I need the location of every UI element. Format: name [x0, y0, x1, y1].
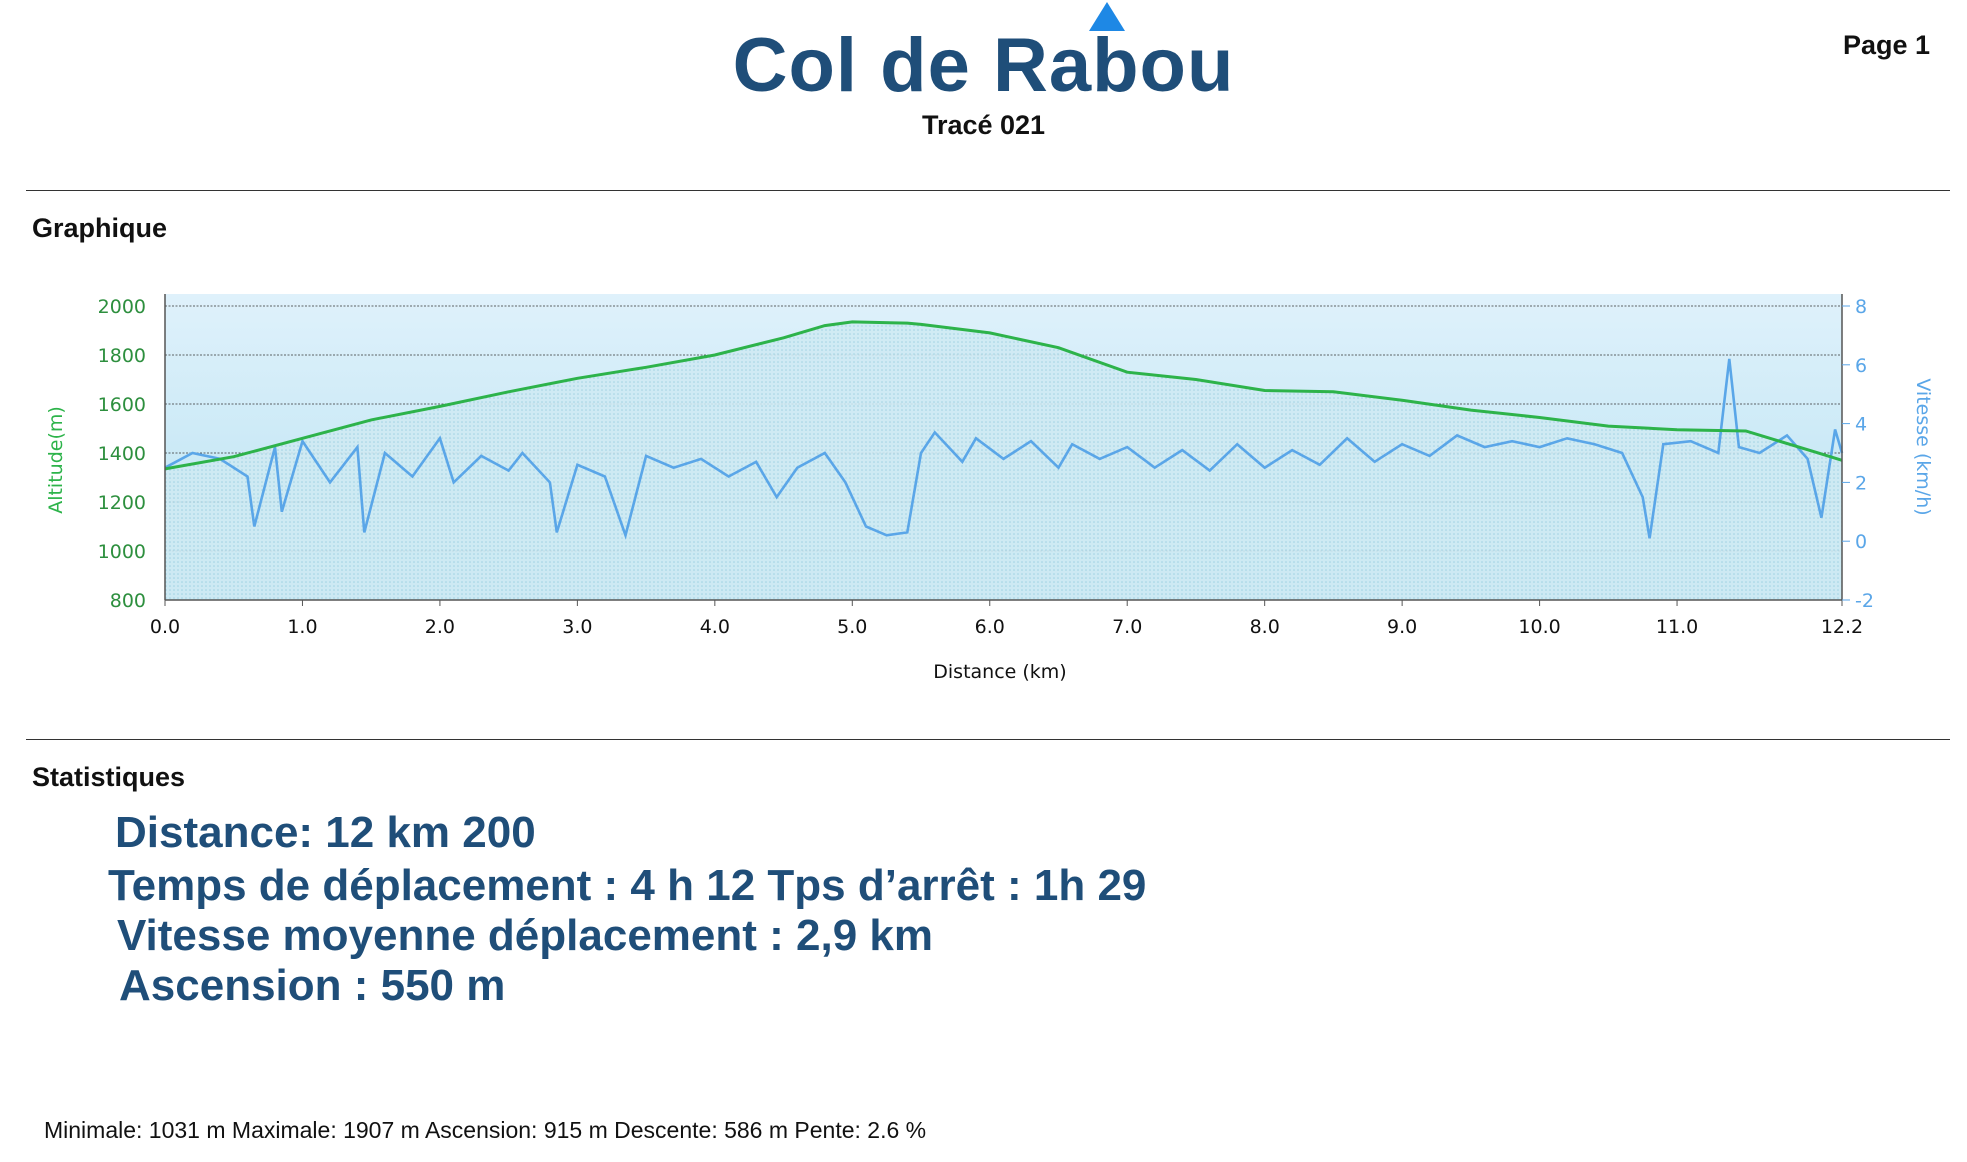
x-tick-label: 5.0 — [837, 616, 867, 638]
page-title: Col de Rabou — [732, 23, 1235, 108]
x-tick-label: 12.2 — [1821, 616, 1863, 638]
divider — [26, 739, 1950, 740]
divider — [26, 190, 1950, 191]
y-right-tick-label: 8 — [1855, 296, 1867, 318]
x-tick-label: 0.0 — [150, 616, 180, 638]
blue-triangle-icon — [1089, 2, 1125, 31]
stat-distance: Distance: 12 km 200 — [115, 808, 536, 857]
y-left-tick-label: 1800 — [98, 345, 146, 367]
x-tick-label: 10.0 — [1518, 616, 1560, 638]
stat-ascension: Ascension : 550 m — [119, 961, 506, 1010]
y-right-tick-label: 2 — [1855, 472, 1867, 494]
y-right-tick-label: 4 — [1855, 414, 1867, 436]
y-right-tick-label: 0 — [1855, 531, 1867, 553]
y-axis-right-label: Vitesse (km/h) — [1912, 378, 1934, 515]
y-left-tick-label: 1200 — [98, 492, 146, 514]
y-left-tick-label: 1000 — [98, 541, 146, 563]
x-tick-label: 2.0 — [425, 616, 455, 638]
y-left-tick-label: 800 — [110, 590, 146, 612]
summary-footer: Minimale: 1031 m Maximale: 1907 m Ascens… — [44, 1117, 927, 1143]
speed-series-line — [164, 358, 1844, 540]
stat-temps: Temps de déplacement : 4 h 12 Tps d’arrê… — [108, 861, 1147, 910]
elevation-speed-chart: 0.0 1.0 2.0 3.0 4.0 5.0 6.0 7.0 8.0 9.0 10.0 11.0 12… — [45, 294, 1934, 683]
x-tick-label: 7.0 — [1112, 616, 1142, 638]
x-tick-label: 4.0 — [700, 616, 730, 638]
section-graph-heading: Graphique — [32, 213, 168, 243]
stat-vitesse: Vitesse moyenne déplacement : 2,9 km — [117, 911, 933, 960]
section-stats-heading: Statistiques — [32, 762, 186, 792]
page-number: Page 1 — [1843, 30, 1931, 60]
x-tick-label: 3.0 — [562, 616, 592, 638]
x-tick-label: 9.0 — [1387, 616, 1417, 638]
page-subtitle: Tracé 021 — [921, 110, 1046, 140]
x-tick-label: 11.0 — [1656, 616, 1698, 638]
altitude-series-line — [164, 320, 1843, 471]
x-tick-label: 8.0 — [1250, 616, 1280, 638]
y-axis-left-label: Altitude(m) — [45, 406, 67, 514]
x-axis-label: Distance (km) — [933, 661, 1066, 683]
x-tick-label: 1.0 — [287, 616, 317, 638]
y-left-tick-label: 2000 — [98, 296, 146, 318]
y-right-tick-label: -2 — [1855, 590, 1874, 612]
altitude-area — [165, 321, 1842, 600]
y-left-tick-label: 1400 — [98, 443, 146, 465]
y-left-tick-label: 1600 — [98, 394, 146, 416]
y-right-tick-label: 6 — [1855, 355, 1867, 377]
x-tick-label: 6.0 — [975, 616, 1005, 638]
